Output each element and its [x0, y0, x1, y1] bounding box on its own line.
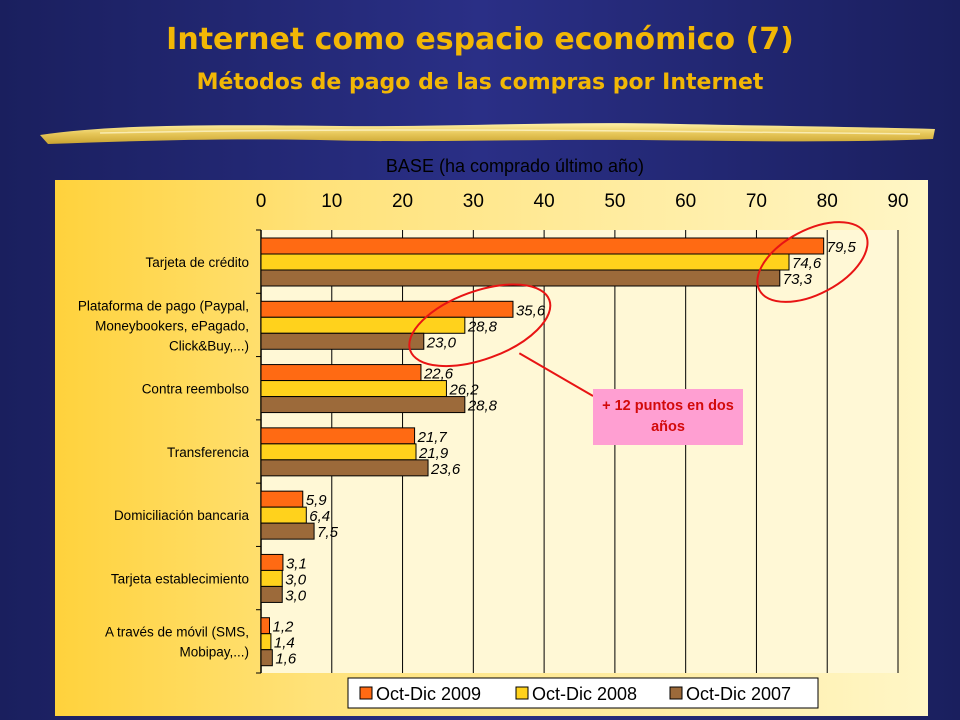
bar [260, 237, 825, 255]
category-label: Transferencia [167, 445, 250, 460]
data-label: 74,6 [792, 255, 822, 272]
legend-label: Oct-Dic 2008 [532, 684, 637, 704]
bar [260, 300, 514, 318]
data-label: 3,0 [285, 571, 307, 588]
legend-box [347, 677, 819, 709]
bar [260, 427, 416, 445]
x-tick-label: 60 [675, 191, 696, 212]
data-label: 21,7 [417, 429, 448, 446]
category-label: Tarjeta de crédito [145, 255, 249, 270]
bar [260, 569, 283, 587]
bar [260, 253, 790, 271]
category-label: Contra reembolso [142, 382, 249, 397]
data-label: 79,5 [827, 239, 857, 256]
category-label: Domiciliación bancaria [114, 508, 250, 523]
bar [260, 443, 417, 461]
bar [260, 585, 283, 603]
x-tick-label: 0 [256, 191, 267, 212]
data-label: 23,6 [430, 461, 461, 478]
x-tick-label: 20 [392, 191, 413, 212]
x-tick-label: 10 [321, 191, 342, 212]
bar [260, 316, 466, 334]
data-label: 28,8 [467, 398, 498, 415]
data-label: 3,1 [286, 555, 307, 572]
data-label: 26,2 [448, 382, 479, 399]
bar [260, 396, 466, 414]
data-label: 6,4 [309, 508, 330, 525]
bar [260, 522, 315, 540]
category-label: Tarjeta establecimiento [111, 571, 249, 586]
category-label: Click&Buy,...) [169, 338, 249, 353]
x-tick-label: 30 [463, 191, 484, 212]
x-tick-label: 50 [604, 191, 625, 212]
base-label: BASE (ha comprado último año) [385, 156, 645, 176]
callout-connector [518, 352, 594, 397]
x-tick-label: 80 [817, 191, 838, 212]
legend-swatch [515, 686, 529, 700]
legend-swatch [669, 686, 683, 700]
data-label: 1,6 [275, 651, 297, 668]
data-label: 23,0 [426, 334, 457, 351]
data-label: 22,6 [423, 366, 454, 383]
data-label: 3,0 [285, 587, 307, 604]
data-label: 35,6 [516, 302, 546, 319]
bar [260, 490, 304, 508]
bar [260, 332, 425, 350]
bar [260, 553, 284, 571]
data-label: 1,4 [274, 635, 295, 652]
category-label: Plataforma de pago (Paypal, [78, 298, 249, 313]
highlight-circle [756, 221, 869, 303]
bar [260, 649, 273, 667]
legend-label: Oct-Dic 2007 [686, 684, 791, 704]
legend-swatch [359, 686, 373, 700]
data-label: 28,8 [467, 318, 498, 335]
page-subtitle: Métodos de pago de las compras por Inter… [196, 70, 764, 95]
category-label: A través de móvil (SMS, [105, 625, 249, 640]
data-label: 21,9 [418, 445, 449, 462]
bar [260, 459, 429, 477]
bar [260, 269, 781, 287]
highlight-circle [408, 283, 552, 368]
x-tick-label: 70 [746, 191, 767, 212]
bar [260, 380, 447, 398]
chart-panel: 0 10 20 30 40 50 60 70 80 90 Tarjeta de crédito 79,… [55, 180, 928, 716]
callout-box: + 12 puntos en dos años [593, 389, 743, 445]
legend-label: Oct-Dic 2009 [376, 684, 481, 704]
category-label: Mobipay,...) [179, 645, 249, 660]
callout-text: + 12 puntos en dos años [602, 398, 734, 435]
bar-chart: 0 10 20 30 40 50 60 70 80 90 Tarjeta de crédito 79,… [55, 180, 928, 716]
data-label: 5,9 [306, 492, 328, 509]
bar [260, 364, 422, 382]
bar [260, 633, 272, 651]
data-label: 7,5 [317, 524, 339, 541]
data-label: 1,2 [272, 619, 294, 636]
brush-stroke-divider [40, 123, 935, 144]
bar [260, 506, 307, 524]
x-tick-label: 40 [534, 191, 555, 212]
category-label: Moneybookers, ePagado, [95, 318, 249, 333]
x-tick-label: 90 [887, 191, 908, 212]
bar [260, 617, 270, 635]
data-label: 73,3 [783, 271, 813, 288]
page-title: Internet como espacio económico (7) [166, 22, 794, 57]
